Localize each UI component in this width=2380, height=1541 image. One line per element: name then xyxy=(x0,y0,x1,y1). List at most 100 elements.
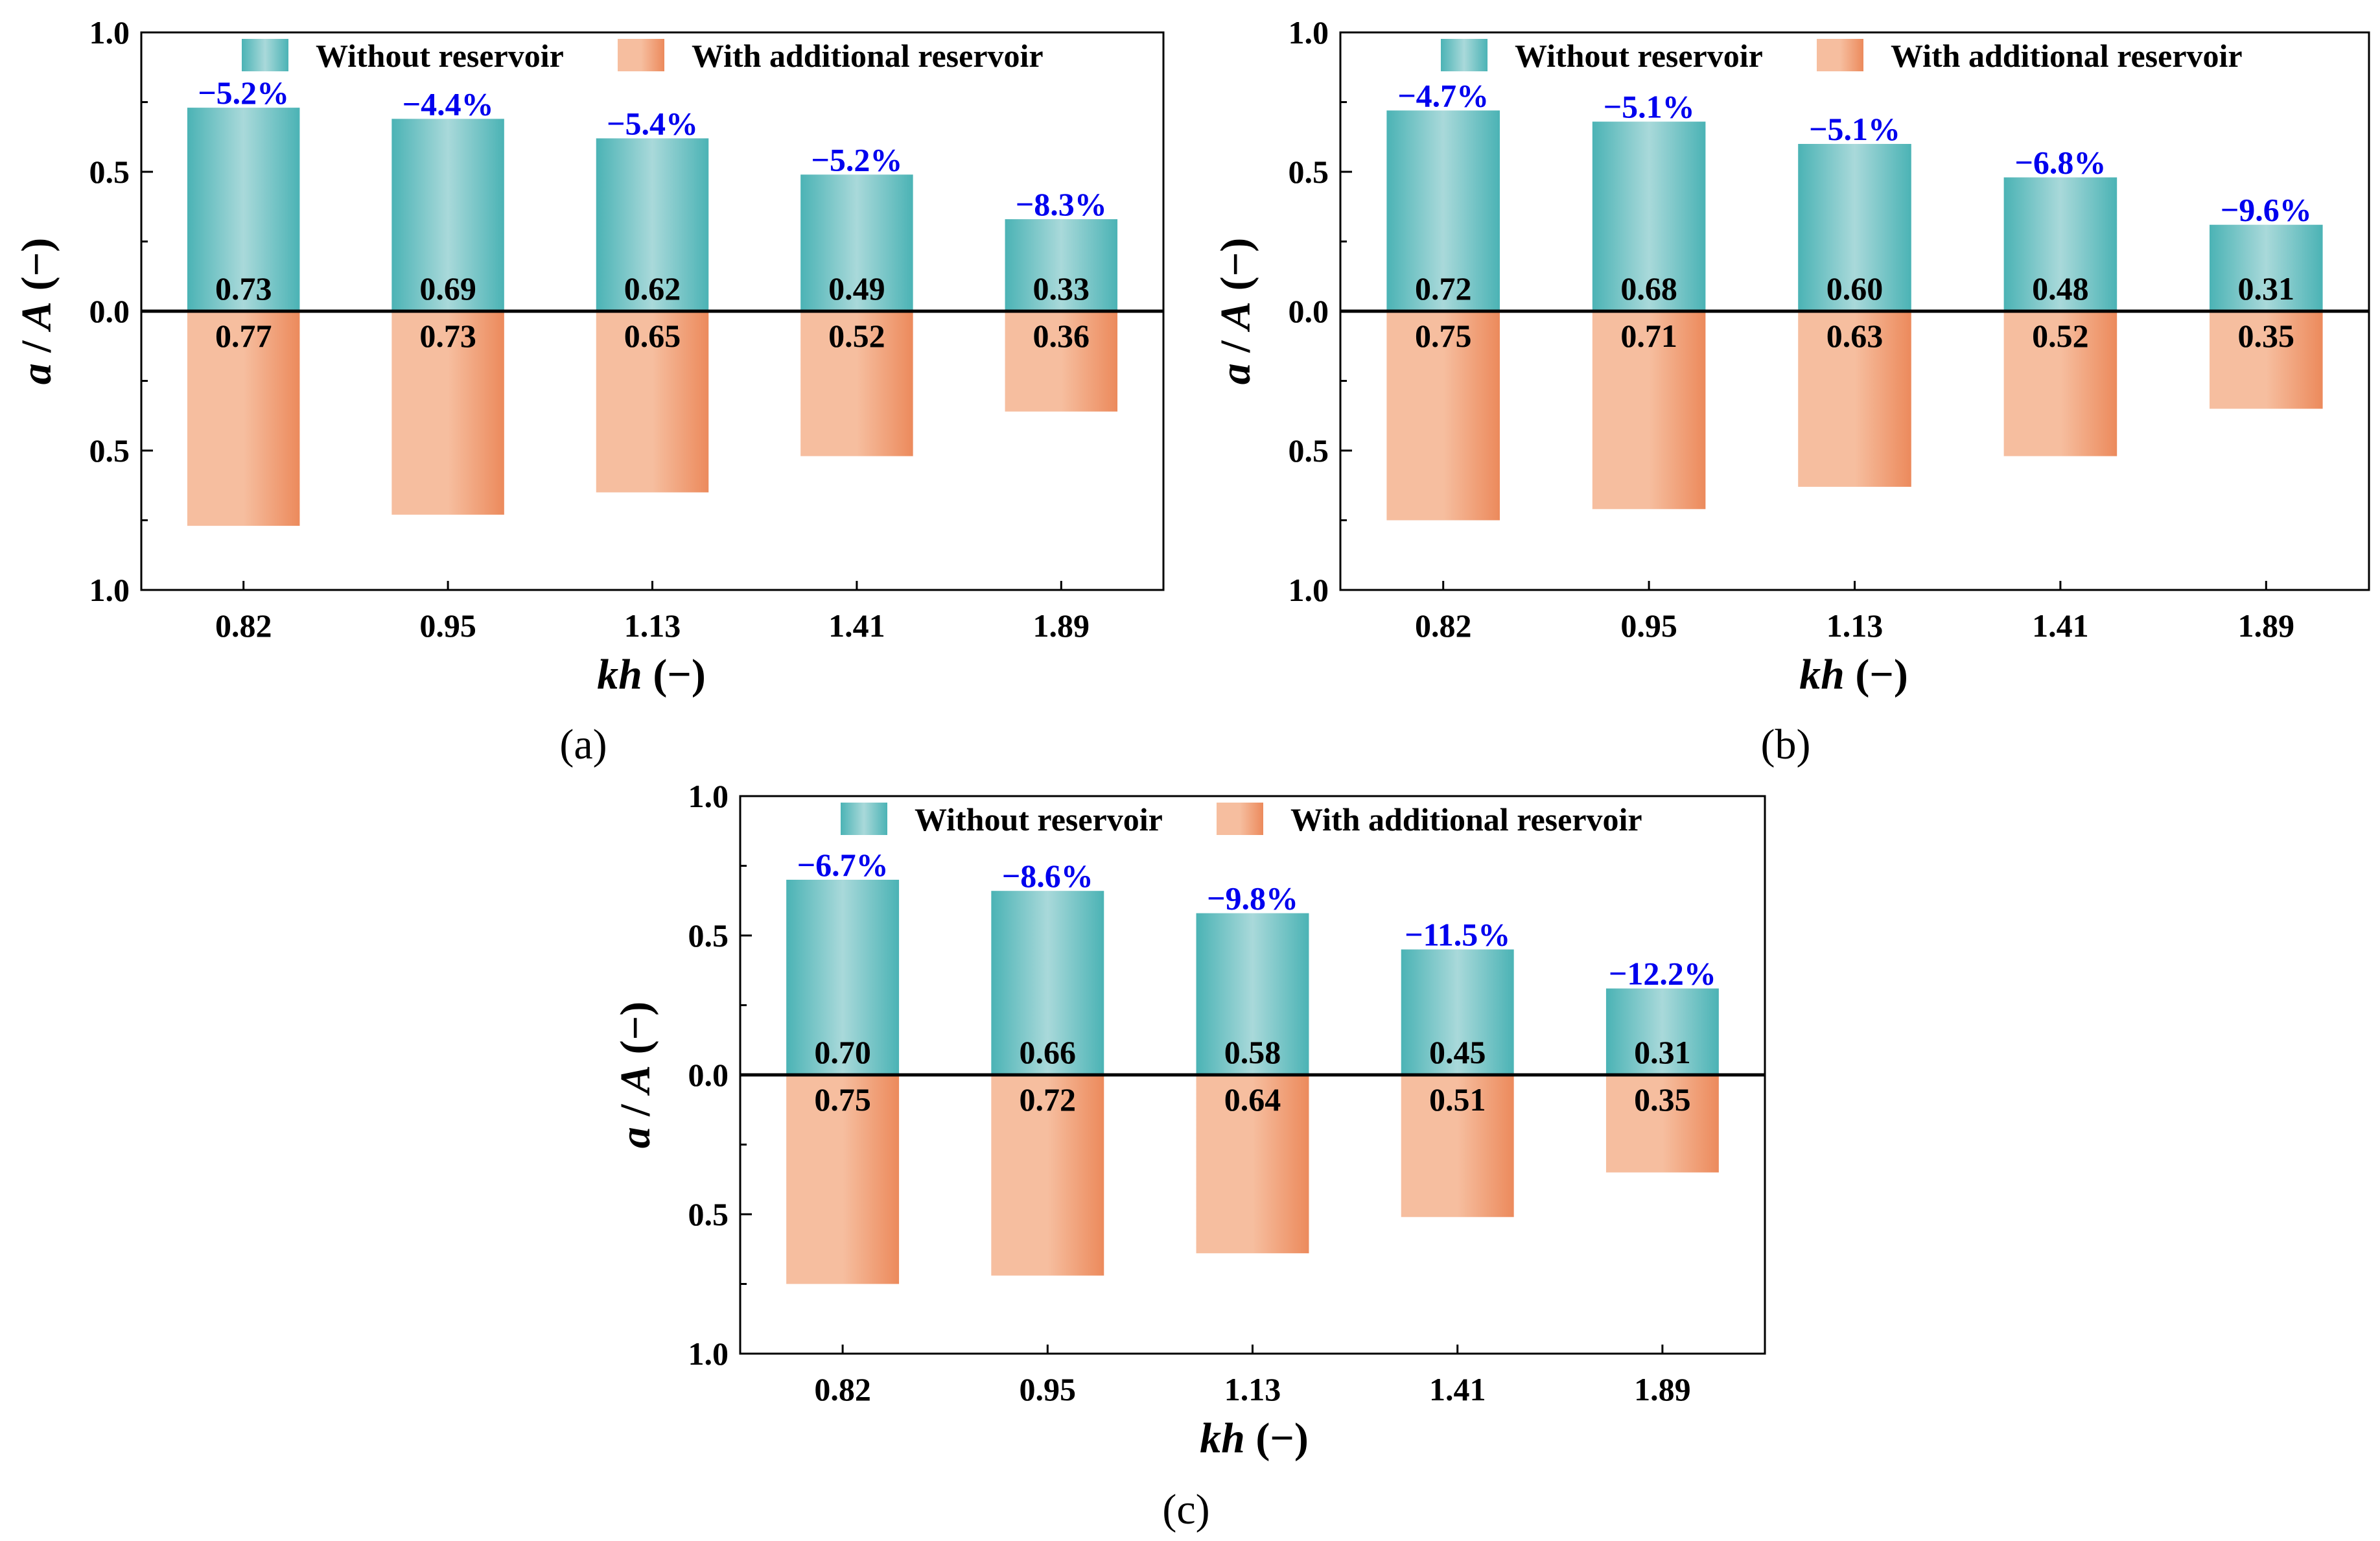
percent-change-label: −4.7% xyxy=(1397,77,1489,113)
panel-label: (b) xyxy=(1761,721,1811,768)
legend-label-with: With additional reservoir xyxy=(1290,801,1642,838)
value-label-with: 0.71 xyxy=(1620,318,1677,354)
value-label-without: 0.48 xyxy=(2032,270,2089,307)
x-axis-unit: (−) xyxy=(1245,1415,1309,1462)
percent-change-label: −6.8% xyxy=(2014,145,2106,181)
legend: Without reservoir With additional reservo… xyxy=(841,801,1642,838)
percent-change-label: −5.4% xyxy=(607,105,698,141)
panel-label: (a) xyxy=(559,721,607,768)
panel-label: (c) xyxy=(1162,1486,1209,1533)
percent-change-label: −5.2% xyxy=(198,75,289,111)
percent-change-label: −5.2% xyxy=(811,141,902,178)
y-axis-var-A: A xyxy=(13,301,60,333)
value-label-with: 0.36 xyxy=(1033,318,1090,354)
bar-with-reservoir xyxy=(596,311,709,493)
y-tick-label: 0.5 xyxy=(89,154,130,190)
x-tick-label: 1.89 xyxy=(1634,1371,1691,1407)
y-tick-label: 0.5 xyxy=(1289,154,1329,190)
bar-without-reservoir xyxy=(187,108,300,311)
x-axis-title: kh (−) xyxy=(1200,1415,1309,1462)
value-label-with: 0.64 xyxy=(1224,1081,1281,1118)
value-label-without: 0.31 xyxy=(2238,270,2295,307)
value-label-without: 0.68 xyxy=(1620,270,1677,307)
bar-without-reservoir xyxy=(1798,144,1911,311)
legend-label-without: Without reservoir xyxy=(1515,38,1763,74)
value-label-without: 0.70 xyxy=(814,1034,871,1070)
x-axis-var: kh xyxy=(597,651,642,698)
y-axis-unit: (−) xyxy=(13,238,60,301)
legend-swatch-without xyxy=(841,803,887,835)
bar-without-reservoir xyxy=(1592,121,1706,311)
bar-without-reservoir xyxy=(786,880,900,1075)
legend-swatch-without xyxy=(1441,39,1488,71)
value-label-with: 0.35 xyxy=(2238,318,2295,354)
value-label-without: 0.49 xyxy=(828,270,885,307)
value-label-with: 0.63 xyxy=(1826,318,1884,354)
bar-with-reservoir xyxy=(800,311,913,456)
y-tick-label: 0.0 xyxy=(688,1057,729,1093)
bar-without-reservoir xyxy=(596,138,709,311)
y-tick-label: 1.0 xyxy=(688,778,729,814)
y-tick-label: 1.0 xyxy=(688,1335,729,1372)
x-tick-label: 0.95 xyxy=(1620,607,1677,644)
y-axis-title: a / A (−) xyxy=(612,1002,659,1148)
bar-with-reservoir xyxy=(1386,311,1500,521)
legend-swatch-with xyxy=(1817,39,1863,71)
value-label-with: 0.51 xyxy=(1429,1081,1486,1118)
value-label-with: 0.75 xyxy=(1415,318,1472,354)
legend-label-without: Without reservoir xyxy=(316,38,564,74)
bar-without-reservoir xyxy=(391,119,504,312)
value-label-with: 0.65 xyxy=(624,318,681,354)
y-tick-label: 0.0 xyxy=(89,293,130,329)
bar-without-reservoir xyxy=(2003,177,2118,311)
bar-with-reservoir xyxy=(187,311,300,526)
x-tick-label: 0.82 xyxy=(814,1371,871,1407)
value-label-with: 0.77 xyxy=(215,318,272,354)
x-tick-label: 1.41 xyxy=(828,607,885,644)
percent-change-label: −9.8% xyxy=(1207,880,1298,917)
y-axis-var-a: a xyxy=(1212,363,1259,384)
y-axis-var-a: a xyxy=(612,1127,659,1148)
value-label-without: 0.73 xyxy=(215,270,272,307)
bar-with-reservoir xyxy=(1005,311,1118,412)
x-axis-title: kh (−) xyxy=(597,651,706,698)
legend: Without reservoir With additional reservo… xyxy=(242,38,1044,74)
value-label-with: 0.73 xyxy=(419,318,476,354)
percent-change-label: −5.1% xyxy=(1604,89,1695,125)
value-label-without: 0.60 xyxy=(1826,270,1884,307)
x-tick-label: 0.82 xyxy=(1415,607,1472,644)
bar-without-reservoir xyxy=(800,174,913,311)
value-label-with: 0.72 xyxy=(1020,1081,1077,1118)
x-tick-label: 1.89 xyxy=(2238,607,2295,644)
y-axis-slash: / xyxy=(13,330,60,363)
legend: Without reservoir With additional reservo… xyxy=(1441,38,2243,74)
percent-change-label: −9.6% xyxy=(2221,192,2312,228)
x-axis-title: kh (−) xyxy=(1799,651,1908,698)
bar-without-reservoir xyxy=(1605,988,1719,1075)
percent-change-label: −11.5% xyxy=(1405,917,1510,953)
y-axis-slash: / xyxy=(612,1094,659,1127)
bar-with-reservoir xyxy=(1605,1075,1719,1173)
value-label-without: 0.33 xyxy=(1033,270,1090,307)
bar-with-reservoir xyxy=(1798,311,1911,487)
x-tick-label: 1.13 xyxy=(624,607,681,644)
bar-with-reservoir xyxy=(2003,311,2118,456)
y-axis-slash: / xyxy=(1212,330,1259,363)
bar-without-reservoir xyxy=(1005,219,1118,311)
value-label-without: 0.69 xyxy=(419,270,476,307)
bar-with-reservoir xyxy=(2210,311,2323,409)
legend-label-without: Without reservoir xyxy=(915,801,1163,838)
bar-with-reservoir xyxy=(1401,1075,1514,1218)
value-label-with: 0.75 xyxy=(814,1081,871,1118)
x-tick-label: 0.82 xyxy=(215,607,272,644)
legend-label-with: With additional reservoir xyxy=(1891,38,2243,74)
x-tick-label: 0.95 xyxy=(419,607,476,644)
percent-change-label: −6.7% xyxy=(797,847,889,883)
y-tick-label: 0.5 xyxy=(688,1196,729,1232)
y-tick-label: 0.5 xyxy=(89,432,130,469)
legend-swatch-with xyxy=(1217,803,1263,835)
y-tick-label: 1.0 xyxy=(89,14,130,51)
bar-with-reservoir xyxy=(1196,1075,1309,1254)
percent-change-label: −8.3% xyxy=(1016,186,1107,222)
